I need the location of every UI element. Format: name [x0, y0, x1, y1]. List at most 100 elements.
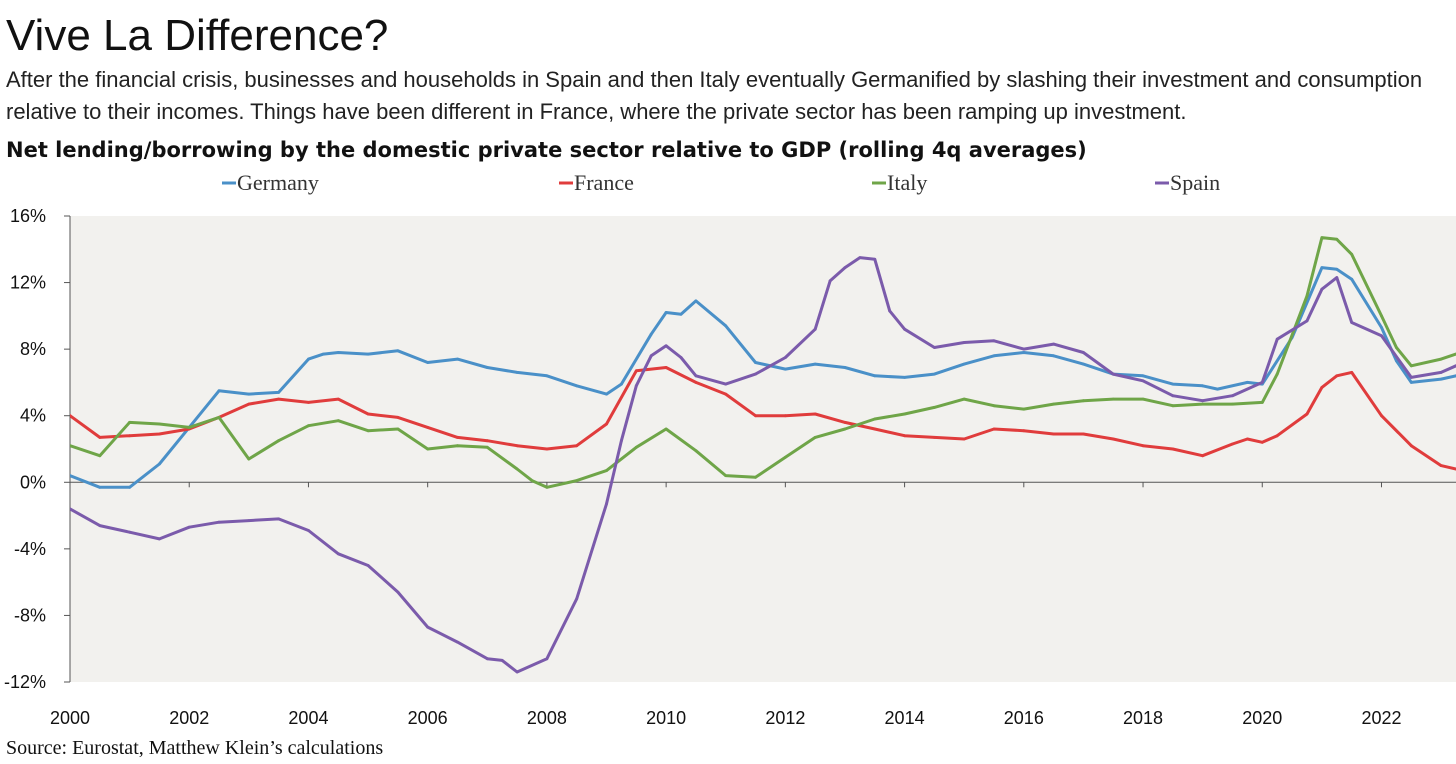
y-tick-label: 8%: [20, 339, 46, 359]
page-title: Vive La Difference?: [6, 11, 389, 60]
data-point-germany: [992, 354, 996, 358]
data-point-germany: [1201, 384, 1204, 388]
data-point-italy: [456, 444, 459, 448]
data-point-italy: [98, 454, 102, 458]
data-point-spain: [1409, 376, 1413, 379]
data-point-spain: [784, 356, 787, 359]
data-point-france: [784, 414, 787, 418]
data-point-france: [247, 402, 251, 406]
data-point-france: [962, 437, 966, 441]
data-point-italy: [634, 445, 638, 449]
data-point-spain: [1231, 394, 1234, 398]
data-point-france: [634, 369, 638, 373]
data-point-spain: [485, 657, 489, 661]
data-point-france: [1305, 412, 1309, 416]
data-point-france: [1082, 432, 1085, 436]
data-point-italy: [1335, 237, 1339, 241]
data-point-spain: [694, 374, 698, 378]
data-point-france: [1409, 444, 1413, 448]
data-point-france: [70, 414, 72, 418]
source-note: Source: Eurostat, Matthew Klein’s calcul…: [6, 737, 384, 759]
data-point-spain: [1201, 399, 1204, 403]
data-point-italy: [128, 421, 132, 424]
data-point-italy: [724, 474, 728, 477]
data-point-spain: [1305, 319, 1309, 323]
data-point-germany: [1246, 381, 1249, 384]
data-point-france: [98, 436, 102, 439]
data-point-spain: [1082, 351, 1085, 354]
y-tick-label: -8%: [14, 605, 46, 625]
x-tick-label: 2016: [1004, 708, 1044, 728]
data-point-spain: [1380, 334, 1383, 338]
data-point-france: [277, 397, 280, 401]
data-point-france: [754, 414, 757, 418]
data-point-spain: [933, 346, 936, 349]
data-point-spain: [858, 256, 862, 259]
data-point-italy: [1320, 236, 1324, 240]
data-point-france: [1022, 429, 1026, 433]
chart-title: Net lending/borrowing by the domestic pr…: [6, 138, 1087, 162]
data-point-italy: [247, 457, 251, 461]
data-point-spain: [1260, 381, 1264, 384]
data-point-germany: [754, 361, 757, 364]
data-point-france: [664, 366, 668, 369]
series-line-italy: [70, 236, 1456, 489]
y-axis: 16% 12% 8% 4% 0% -4% -8% -12%: [4, 206, 71, 692]
data-point-italy: [1231, 402, 1234, 406]
data-point-germany: [694, 299, 698, 303]
data-point-italy: [1409, 364, 1413, 368]
data-point-italy: [1350, 252, 1354, 256]
data-point-france: [336, 397, 340, 401]
data-point-spain: [366, 564, 370, 567]
legend: Germany France Italy Spain: [222, 170, 1220, 195]
data-point-france: [873, 427, 877, 431]
data-point-spain: [70, 507, 72, 511]
legend-label-france: France: [574, 170, 634, 195]
y-tick-label: -12%: [4, 672, 46, 692]
data-point-italy: [396, 427, 400, 431]
data-point-france: [1201, 454, 1204, 458]
y-tick-label: 16%: [10, 206, 46, 226]
data-point-germany: [1320, 266, 1324, 269]
x-tick-label: 2012: [765, 708, 805, 728]
data-point-germany: [158, 462, 161, 466]
data-point-spain: [1350, 321, 1354, 324]
data-point-germany: [664, 311, 668, 314]
data-point-spain: [1141, 379, 1145, 383]
data-point-italy: [1141, 397, 1145, 401]
data-point-germany: [1052, 354, 1055, 358]
data-point-germany: [485, 366, 489, 369]
data-point-italy: [1380, 314, 1383, 318]
data-point-spain: [843, 266, 847, 269]
data-point-france: [1231, 442, 1234, 446]
data-point-france: [1141, 444, 1145, 448]
data-point-spain: [217, 520, 221, 524]
data-point-spain: [307, 529, 310, 532]
data-point-spain: [1335, 276, 1339, 279]
data-point-italy: [843, 427, 847, 431]
data-point-italy: [813, 436, 817, 439]
legend-label-italy: Italy: [887, 170, 927, 195]
data-point-italy: [426, 447, 430, 451]
data-point-spain: [873, 257, 877, 261]
data-point-germany: [1216, 387, 1219, 391]
data-point-france: [933, 436, 936, 439]
x-tick-label: 2014: [885, 708, 925, 728]
data-point-germany: [962, 362, 966, 366]
data-point-spain: [456, 640, 459, 644]
data-point-germany: [247, 392, 251, 396]
data-point-italy: [307, 424, 310, 428]
data-point-spain: [187, 525, 191, 529]
data-point-spain: [634, 384, 638, 388]
data-point-spain: [649, 354, 653, 358]
data-point-spain: [754, 372, 757, 376]
data-point-france: [1320, 386, 1324, 389]
data-point-spain: [545, 657, 549, 661]
data-point-germany: [307, 357, 310, 361]
legend-label-germany: Germany: [237, 170, 319, 195]
data-point-italy: [1171, 404, 1175, 408]
data-point-france: [1052, 432, 1055, 436]
data-point-france: [843, 421, 847, 424]
data-point-germany: [873, 374, 877, 378]
